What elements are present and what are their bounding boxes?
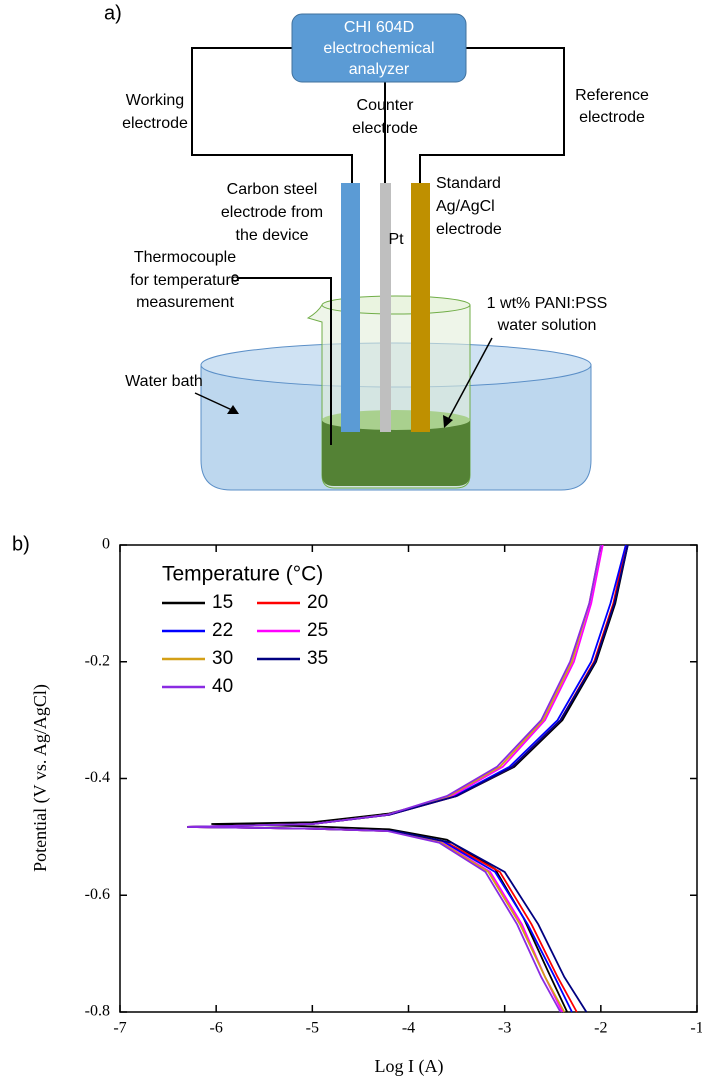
label: Working (126, 92, 184, 109)
panel-label: a) (104, 2, 122, 24)
label: Standard (436, 175, 501, 192)
reference-electrode (411, 183, 430, 432)
label: the device (236, 227, 309, 244)
legend-title: Temperature (°C) (162, 563, 323, 586)
series-line (187, 544, 627, 1013)
analyzer-box (291, 13, 467, 83)
label: 1 wt% PANI:PSS (487, 295, 608, 312)
arrow (447, 337, 493, 421)
y-tick-label: -0.6 (85, 886, 110, 903)
working-electrode (341, 183, 360, 432)
label: electrode (122, 115, 188, 132)
label: electrode (352, 120, 418, 137)
y-axis-label: Potential (V vs. Ag/AgCl) (30, 684, 51, 872)
x-axis-label: Log I (A) (375, 1056, 444, 1077)
label: Reference (575, 87, 649, 104)
series-line (187, 544, 629, 1013)
x-tick-label: -6 (210, 1020, 223, 1037)
x-tick-label: -3 (498, 1020, 511, 1037)
label: measurement (136, 294, 234, 311)
x-tick-label: -2 (594, 1020, 607, 1037)
analyzer-label: CHI 604D (344, 19, 414, 36)
legend-label: 20 (307, 592, 328, 613)
label: water solution (497, 317, 597, 334)
solution (322, 420, 470, 486)
label: Ag/AgCl (436, 198, 495, 215)
legend-label: 40 (212, 676, 233, 697)
thermocouple-tip (231, 274, 239, 282)
legend-label: 25 (307, 620, 328, 641)
legend-label: 30 (212, 648, 233, 669)
y-tick-label: -0.8 (85, 1003, 110, 1020)
y-tick-label: 0 (102, 536, 110, 553)
legend-label: 15 (212, 592, 233, 613)
chart: b) Log I (A) Potential (V vs. Ag/AgCl) T… (12, 533, 702, 1077)
x-tick-label: -4 (402, 1020, 415, 1037)
wire (191, 47, 353, 183)
arrow-head (443, 415, 453, 428)
counter-electrode (380, 183, 391, 432)
label: for temperature (130, 272, 239, 289)
series-line (187, 544, 627, 1013)
x-tick-label: -7 (113, 1020, 126, 1037)
x-tick-label: -5 (306, 1020, 319, 1037)
series-line (211, 544, 629, 1013)
label: electrode from (221, 204, 323, 221)
analyzer-label: electrochemical (323, 40, 434, 57)
label: electrode (579, 109, 645, 126)
arrow-head (227, 405, 239, 414)
label: Water bath (125, 373, 203, 390)
panel-label: b) (12, 533, 30, 555)
diagram: a) CHI 604D electrochemical analyzer Wor… (104, 2, 649, 491)
label: electrode (436, 221, 502, 238)
series-line (187, 544, 602, 1013)
wire (419, 47, 565, 183)
legend-label: 35 (307, 648, 328, 669)
thermocouple-wire (238, 277, 332, 445)
label: Thermocouple (134, 249, 236, 266)
y-tick-label: -0.2 (85, 652, 110, 669)
legend-label: 22 (212, 620, 233, 641)
series-line (187, 544, 602, 1013)
label: Counter (357, 97, 415, 114)
label: Carbon steel (227, 181, 318, 198)
y-tick-label: -0.4 (85, 769, 110, 786)
x-tick-label: -1 (690, 1020, 702, 1037)
analyzer-label: analyzer (349, 61, 410, 78)
arrow (194, 392, 233, 411)
label: Pt (388, 231, 404, 248)
